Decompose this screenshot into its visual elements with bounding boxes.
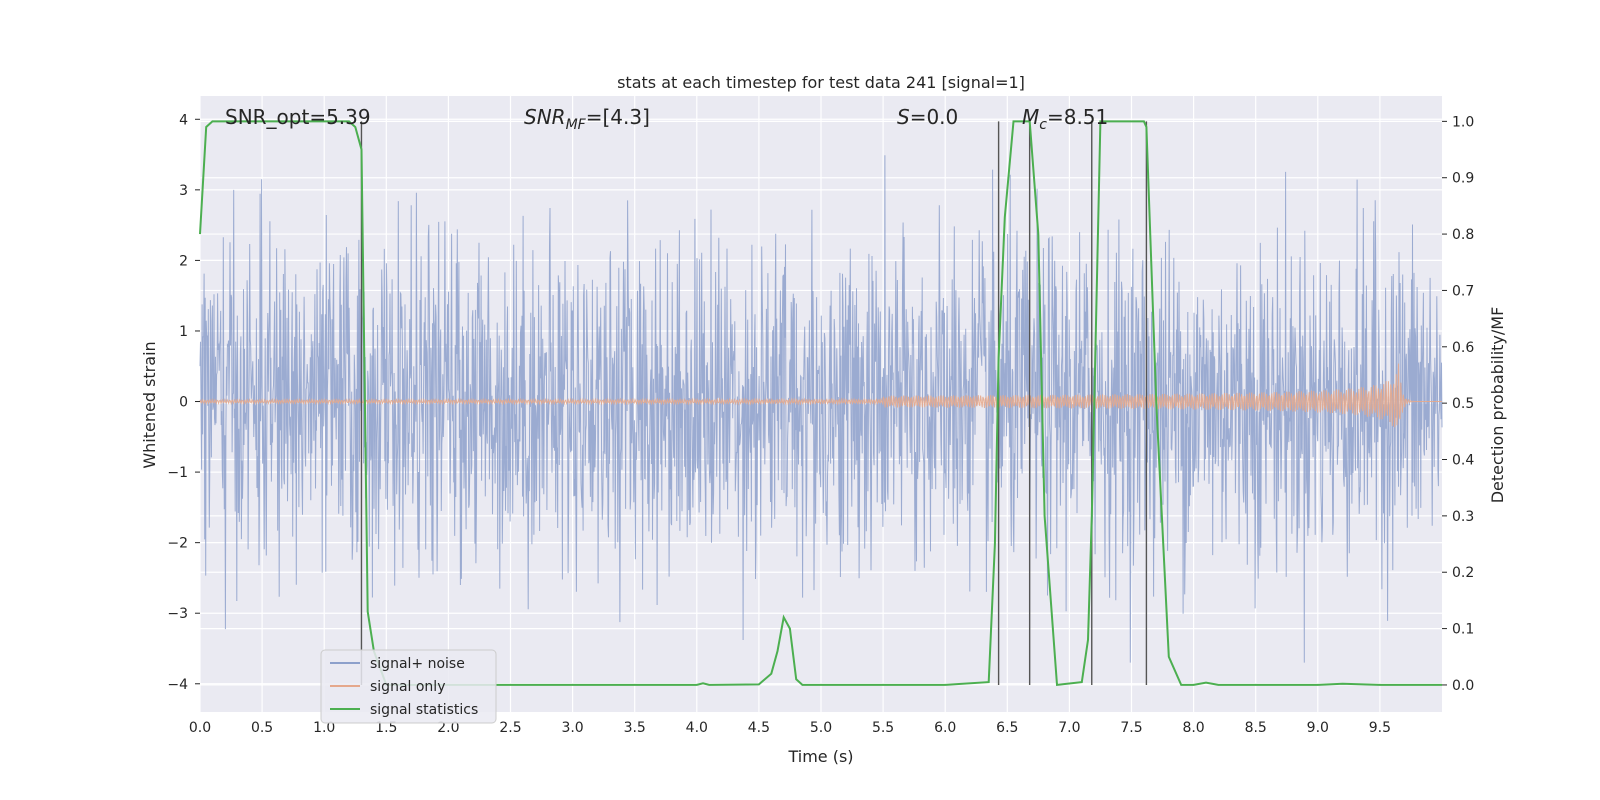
y-tick-label: 2 [179, 253, 188, 269]
x-tick-label: 1.5 [375, 720, 397, 736]
legend-label-noise: signal+ noise [370, 656, 465, 672]
tick-labels: 0.0 0.5 1.0 1.5 2.0 2.5 3.0 3.5 4.0 4.5 5.0 5.5 6.0 6… [167, 112, 1474, 736]
y-tick-label: 4 [179, 112, 188, 128]
y-right-tick-label: 0.2 [1452, 565, 1474, 581]
x-tick-label: 7.5 [1120, 720, 1142, 736]
x-axis-label: Time (s) [787, 747, 853, 766]
x-tick-label: 3.0 [561, 720, 583, 736]
y-tick-label: 3 [179, 183, 188, 199]
x-tick-label: 2.0 [437, 720, 459, 736]
y-right-tick-label: 0.6 [1452, 340, 1474, 356]
annotation-mc: Mc=8.51 [1022, 105, 1108, 133]
y-right-tick-label: 0.5 [1452, 396, 1474, 412]
x-tick-label: 9.5 [1369, 720, 1391, 736]
x-tick-label: 3.5 [624, 720, 646, 736]
annotation-snr-mf: SNRMF=[4.3] [524, 105, 650, 133]
y-tick-label: −4 [167, 677, 188, 693]
x-tick-label: 9.0 [1307, 720, 1329, 736]
y-right-tick-label: 0.1 [1452, 622, 1474, 638]
y-tick-label: −1 [167, 465, 188, 481]
y-right-tick-label: 0.4 [1452, 453, 1474, 469]
x-tick-label: 7.0 [1058, 720, 1080, 736]
x-tick-label: 4.0 [686, 720, 708, 736]
y-right-tick-label: 0.8 [1452, 227, 1474, 243]
y-right-tick-label: 0.9 [1452, 171, 1474, 187]
x-tick-label: 5.0 [810, 720, 832, 736]
x-tick-label: 4.5 [748, 720, 770, 736]
y-right-tick-label: 0.3 [1452, 509, 1474, 525]
x-tick-label: 6.5 [996, 720, 1018, 736]
y-right-tick-label: 1.0 [1452, 114, 1474, 130]
y-tick-label: −2 [167, 536, 188, 552]
y-axis-label: Whitened strain [140, 341, 159, 468]
y-right-tick-label: 0.7 [1452, 283, 1474, 299]
x-tick-label: 0.0 [189, 720, 211, 736]
legend-label-stats: signal statistics [370, 702, 478, 718]
x-tick-label: 8.5 [1245, 720, 1267, 736]
y-tick-label: 1 [179, 324, 188, 340]
x-tick-label: 6.0 [934, 720, 956, 736]
y-tick-label: −3 [167, 606, 188, 622]
legend-label-signal: signal only [370, 679, 445, 695]
annotation-s: S=0.0 [897, 105, 958, 129]
legend: signal+ noise signal only signal statist… [320, 649, 497, 724]
x-tick-label: 2.5 [499, 720, 521, 736]
x-tick-label: 8.0 [1182, 720, 1204, 736]
y-tick-label: 0 [179, 395, 188, 411]
x-tick-label: 1.0 [313, 720, 335, 736]
annotation-snr-opt: SNR_opt=5.39 [225, 105, 371, 129]
legend-box [320, 649, 497, 724]
y-right-tick-label: 0.0 [1452, 678, 1474, 694]
x-tick-label: 5.5 [872, 720, 894, 736]
chart-title: stats at each timestep for test data 241… [617, 73, 1025, 92]
x-tick-label: 0.5 [251, 720, 273, 736]
y-right-axis-label: Detection probability/MF [1488, 307, 1507, 504]
signal-line [199, 363, 1442, 428]
series-signal-only [199, 363, 1442, 428]
